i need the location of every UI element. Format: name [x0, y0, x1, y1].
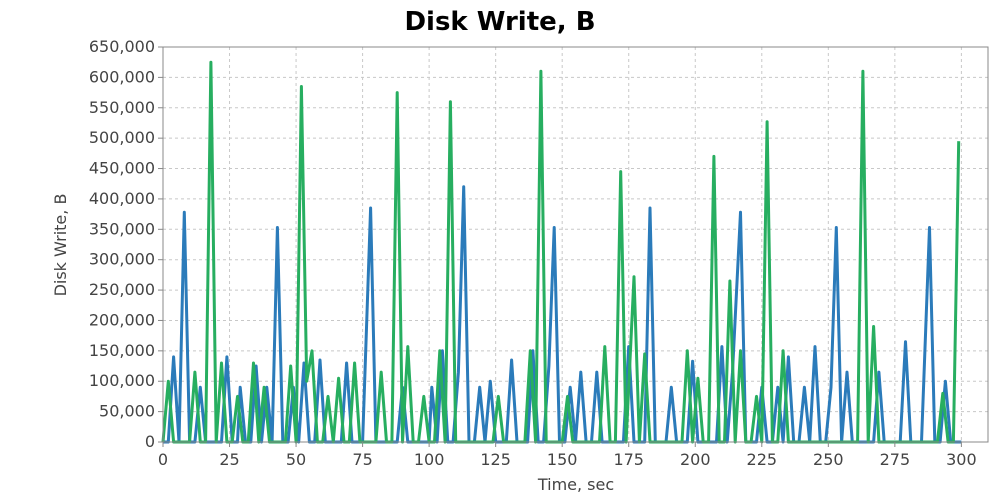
x-tick-label: 275	[880, 450, 911, 469]
x-tick-label: 0	[158, 450, 168, 469]
y-tick-label: 250,000	[89, 280, 155, 299]
x-tick-label: 225	[747, 450, 778, 469]
y-tick-label: 550,000	[89, 98, 155, 117]
x-tick-label: 250	[813, 450, 844, 469]
y-tick-label: 50,000	[99, 402, 155, 421]
y-tick-label: 350,000	[89, 219, 155, 238]
y-tick-label: 450,000	[89, 159, 155, 178]
x-tick-label: 75	[352, 450, 372, 469]
y-tick-label: 650,000	[89, 37, 155, 56]
y-tick-label: 400,000	[89, 189, 155, 208]
x-axis-ticks: 0 25 50 75 100 125 150 175 200 225 250 275 300	[158, 442, 977, 469]
y-tick-label: 100,000	[89, 371, 155, 390]
x-tick-label: 175	[613, 450, 644, 469]
x-tick-label: 200	[680, 450, 711, 469]
y-tick-label: 600,000	[89, 67, 155, 86]
x-tick-label: 125	[480, 450, 511, 469]
y-axis-label: Disk Write, B	[51, 194, 70, 297]
plot-frame	[162, 46, 989, 443]
y-axis-ticks: 0 50,000 100,000 150,000 200,000 250,000 300,0…	[89, 37, 163, 451]
x-axis-label: Time, sec	[537, 475, 614, 494]
y-tick-label: 300,000	[89, 250, 155, 269]
x-tick-label: 25	[219, 450, 239, 469]
x-tick-label: 300	[946, 450, 977, 469]
y-tick-label: 500,000	[89, 128, 155, 147]
x-tick-label: 50	[286, 450, 306, 469]
y-tick-label: 200,000	[89, 310, 155, 329]
y-tick-label: 150,000	[89, 341, 155, 360]
chart-title: Disk Write, B	[404, 7, 595, 37]
x-tick-label: 150	[547, 450, 578, 469]
x-tick-label: 100	[414, 450, 445, 469]
y-tick-label: 0	[145, 432, 155, 451]
